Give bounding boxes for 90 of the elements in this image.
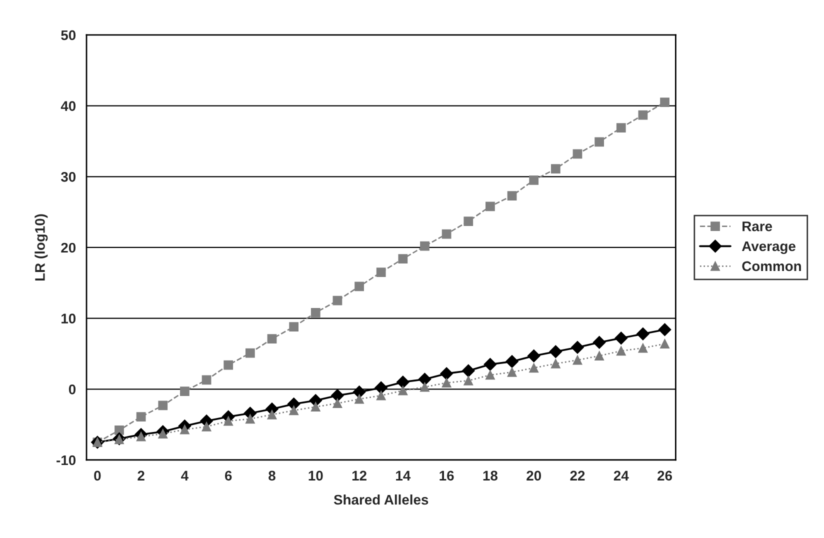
point — [180, 386, 190, 396]
point — [440, 367, 453, 380]
point — [202, 422, 212, 432]
y-tick-label: -10 — [56, 455, 76, 466]
point — [549, 345, 562, 358]
x-tick-label: 18 — [483, 470, 498, 481]
point — [572, 149, 582, 159]
point — [507, 367, 517, 377]
point — [267, 410, 277, 420]
point — [267, 334, 277, 344]
point — [484, 358, 497, 371]
point — [571, 340, 584, 354]
x-tick-label: 14 — [396, 470, 411, 480]
point — [464, 376, 474, 386]
point — [158, 400, 168, 410]
point — [592, 336, 606, 349]
point — [332, 296, 342, 306]
point — [486, 370, 495, 380]
point — [354, 282, 364, 292]
point — [442, 229, 452, 239]
point — [289, 322, 299, 332]
point — [224, 416, 234, 426]
point — [398, 254, 408, 264]
point — [507, 191, 517, 200]
x-tick-label: 4 — [181, 470, 188, 480]
point — [245, 348, 255, 358]
point — [418, 372, 432, 386]
point — [310, 308, 320, 318]
x-tick-label: 6 — [225, 470, 232, 481]
point — [660, 339, 670, 349]
point — [506, 355, 518, 368]
point — [529, 176, 539, 185]
point — [594, 137, 604, 147]
point — [636, 327, 650, 340]
point — [289, 406, 299, 416]
point — [529, 363, 539, 373]
point — [114, 426, 124, 435]
legend-label: Average — [742, 241, 796, 254]
x-tick-label: 2 — [138, 470, 144, 480]
point — [462, 364, 475, 378]
point — [442, 378, 452, 388]
point — [332, 398, 342, 408]
point — [464, 216, 474, 226]
point — [396, 376, 410, 388]
legend-label: Common — [742, 261, 801, 272]
point — [486, 202, 495, 212]
point — [376, 268, 386, 277]
x-tick-label: 8 — [268, 470, 276, 481]
point — [420, 241, 430, 251]
x-tick-label: 24 — [614, 470, 629, 480]
point — [572, 355, 582, 365]
point — [310, 402, 320, 412]
point — [614, 332, 628, 345]
point — [616, 346, 626, 356]
point — [660, 98, 670, 107]
point — [224, 360, 234, 370]
x-tick-label: 12 — [352, 470, 366, 480]
point — [594, 351, 604, 361]
x-tick-label: 22 — [570, 470, 585, 480]
point — [616, 123, 626, 132]
point — [376, 390, 386, 400]
x-tick-label: 10 — [308, 470, 323, 481]
point — [202, 375, 212, 385]
point — [527, 349, 540, 362]
x-tick-label: 26 — [658, 470, 672, 481]
point — [420, 382, 430, 392]
x-tick-label: 20 — [526, 470, 541, 481]
y-tick-label: 30 — [60, 172, 76, 182]
point — [374, 381, 388, 394]
point — [638, 343, 648, 353]
point — [550, 358, 560, 368]
point — [331, 389, 344, 402]
y-axis-title: LR (log10) — [34, 214, 48, 280]
y-tick-label: 40 — [60, 101, 76, 111]
y-tick-label: 20 — [61, 242, 76, 253]
x-tick-label: 16 — [440, 470, 454, 481]
y-tick-label: 10 — [62, 314, 76, 324]
point — [638, 110, 648, 120]
y-tick-label: 0 — [68, 384, 76, 394]
point — [550, 164, 560, 174]
point — [158, 429, 168, 438]
y-tick-label: 50 — [61, 30, 76, 40]
point — [245, 414, 255, 424]
point — [354, 394, 364, 404]
point — [658, 323, 672, 336]
x-tick-label: 0 — [94, 470, 101, 481]
legend-label: Rare — [742, 222, 772, 232]
x-axis-title: Shared Alleles — [334, 494, 428, 505]
point — [398, 386, 408, 396]
point — [136, 412, 146, 422]
